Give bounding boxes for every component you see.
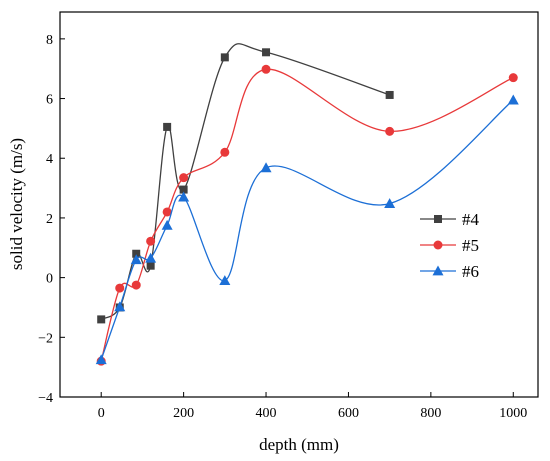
data-point [131, 280, 141, 290]
data-point [261, 64, 271, 74]
series-line [100, 68, 514, 362]
y-tick-label: 4 [46, 152, 53, 167]
data-point [178, 191, 190, 202]
legend-label: #5 [462, 236, 479, 255]
x-tick-label: 200 [173, 406, 194, 421]
data-point [114, 301, 126, 312]
y-tick-label: −2 [38, 331, 53, 346]
y-tick-label: 6 [46, 93, 53, 108]
legend-entry: #6 [420, 262, 479, 281]
legend-marker [433, 240, 443, 250]
y-tick-label: 2 [46, 212, 53, 227]
data-point [146, 236, 156, 246]
data-point [145, 252, 157, 263]
y-tick-label: 0 [46, 272, 53, 287]
data-point [220, 147, 230, 157]
data-point [385, 90, 394, 99]
legend-entry: #4 [420, 210, 480, 229]
data-point [95, 354, 107, 365]
series-layer [95, 43, 519, 366]
legend-marker [434, 215, 442, 223]
x-tick-label: 400 [256, 406, 277, 421]
data-point [219, 275, 231, 286]
data-point [161, 219, 173, 230]
series-1 [97, 43, 394, 324]
data-point [179, 185, 188, 194]
data-point [132, 249, 141, 258]
plot-frame [59, 11, 539, 398]
legend-label: #6 [462, 262, 479, 281]
data-point [146, 261, 155, 270]
x-tick-label: 1000 [499, 406, 527, 421]
series-3 [95, 94, 519, 365]
x-axis-label: depth (mm) [259, 435, 339, 454]
x-tick-label: 0 [98, 406, 105, 421]
series-line [100, 43, 390, 320]
data-point [508, 73, 518, 83]
legend-label: #4 [462, 210, 480, 229]
data-point [220, 53, 229, 62]
data-point [179, 173, 189, 183]
series-2 [96, 64, 518, 366]
axis-layer: 0 200 400 600 800 1000 −4 −2 0 2 4 6 8 [38, 33, 527, 421]
data-point [115, 283, 125, 293]
y-tick-label: 8 [46, 33, 53, 48]
data-point [507, 94, 519, 105]
x-tick-label: 800 [420, 406, 441, 421]
legend: #4 #5 #6 [420, 210, 480, 281]
data-point [97, 315, 106, 324]
x-tick-label: 600 [338, 406, 359, 421]
data-point [162, 207, 172, 217]
data-point [384, 198, 396, 209]
data-point [163, 122, 172, 131]
y-axis-label: solid velocity (m/s) [7, 138, 26, 270]
data-point [260, 162, 272, 173]
data-point [262, 48, 271, 57]
data-point [130, 254, 142, 265]
data-point [385, 126, 395, 136]
series-line [100, 99, 514, 360]
legend-marker [432, 265, 444, 276]
legend-entry: #5 [420, 236, 479, 255]
y-tick-label: −4 [38, 391, 53, 406]
